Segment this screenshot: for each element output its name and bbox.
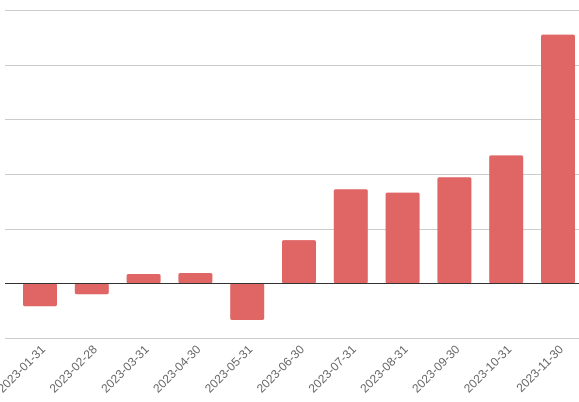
bar-2023-11-30[interactable] <box>541 34 575 284</box>
bar-2023-08-31[interactable] <box>385 192 420 284</box>
bar-2023-01-31[interactable] <box>23 283 57 307</box>
x-tick-label: 2023-05-31 <box>202 342 256 396</box>
bars <box>23 34 575 320</box>
x-tick-label: 2023-04-30 <box>150 342 204 396</box>
bar-2023-05-31[interactable] <box>230 283 265 320</box>
bar-2023-09-30[interactable] <box>437 177 472 284</box>
bar-2023-02-28[interactable] <box>74 283 109 295</box>
bar-2023-03-31[interactable] <box>126 274 161 284</box>
x-tick-labels: 2023-01-312023-02-282023-03-312023-04-30… <box>0 342 566 396</box>
bar-2023-04-30[interactable] <box>178 272 213 284</box>
x-tick-label: 2023-07-31 <box>306 342 360 396</box>
bar-2023-10-31[interactable] <box>489 155 524 284</box>
x-tick-label: 2023-03-31 <box>98 342 152 396</box>
bar-2023-07-31[interactable] <box>333 189 368 284</box>
x-tick-label: 2023-01-31 <box>0 342 48 396</box>
x-tick-label: 2023-06-30 <box>254 342 308 396</box>
bar-2023-06-30[interactable] <box>282 240 316 284</box>
x-tick-label: 2023-11-30 <box>513 342 566 395</box>
x-tick-label: 2023-02-28 <box>47 342 101 396</box>
x-tick-label: 2023-10-31 <box>461 342 515 396</box>
x-tick-label: 2023-08-31 <box>357 342 411 396</box>
grid-lines <box>5 10 579 339</box>
x-tick-label: 2023-09-30 <box>409 342 463 396</box>
